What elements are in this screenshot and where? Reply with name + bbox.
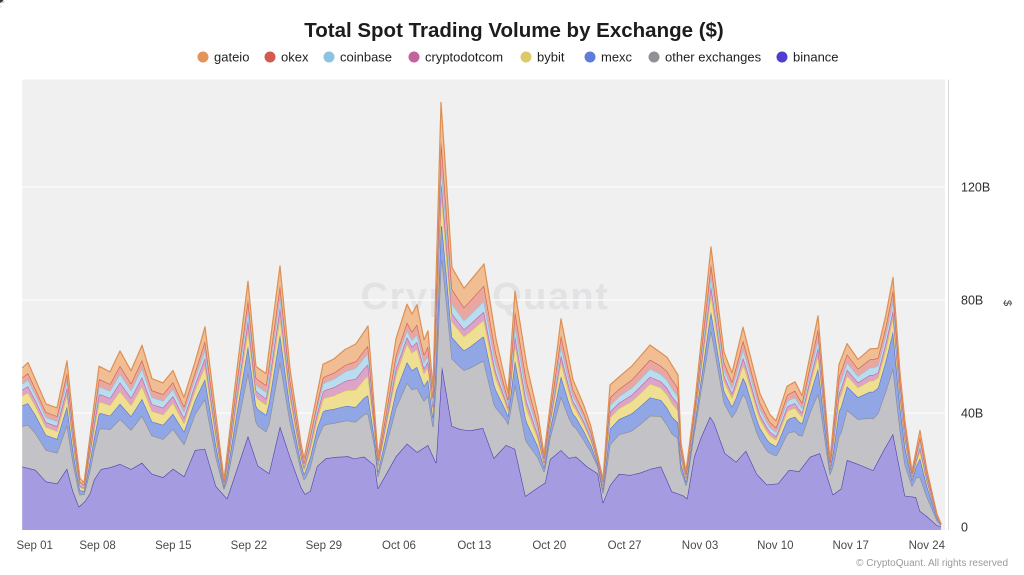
svg-text:okex: okex xyxy=(281,50,309,65)
svg-text:Oct 13: Oct 13 xyxy=(457,540,491,552)
svg-text:binance: binance xyxy=(793,50,839,65)
svg-text:cryptodotcom: cryptodotcom xyxy=(425,50,503,65)
svg-text:other exchanges: other exchanges xyxy=(665,50,762,65)
svg-text:Nov 10: Nov 10 xyxy=(757,540,793,552)
svg-text:Sep 08: Sep 08 xyxy=(79,540,115,552)
svg-text:Nov 17: Nov 17 xyxy=(832,540,868,552)
svg-text:$: $ xyxy=(1001,300,1013,306)
svg-text:80B: 80B xyxy=(961,294,983,308)
svg-text:Sep 29: Sep 29 xyxy=(306,540,342,552)
svg-text:bybit: bybit xyxy=(537,50,565,65)
svg-text:Nov 24: Nov 24 xyxy=(909,540,946,552)
svg-text:Total Spot Trading Volume by E: Total Spot Trading Volume by Exchange ($… xyxy=(304,19,724,42)
svg-text:40B: 40B xyxy=(961,407,983,421)
svg-text:Nov 03: Nov 03 xyxy=(682,540,718,552)
svg-text:Sep 01: Sep 01 xyxy=(16,540,52,552)
svg-text:Sep 22: Sep 22 xyxy=(231,540,267,552)
svg-text:Oct 20: Oct 20 xyxy=(532,540,566,552)
svg-text:Oct 06: Oct 06 xyxy=(382,540,416,552)
svg-text:0: 0 xyxy=(961,521,968,535)
svg-text:mexc: mexc xyxy=(601,50,633,65)
svg-text:Sep 15: Sep 15 xyxy=(155,540,191,552)
svg-text:120B: 120B xyxy=(961,181,990,195)
svg-text:© CryptoQuant. All rights rese: © CryptoQuant. All rights reserved xyxy=(856,558,1008,569)
svg-text:gateio: gateio xyxy=(214,50,249,65)
svg-text:coinbase: coinbase xyxy=(340,50,392,65)
svg-text:Oct 27: Oct 27 xyxy=(608,540,642,552)
